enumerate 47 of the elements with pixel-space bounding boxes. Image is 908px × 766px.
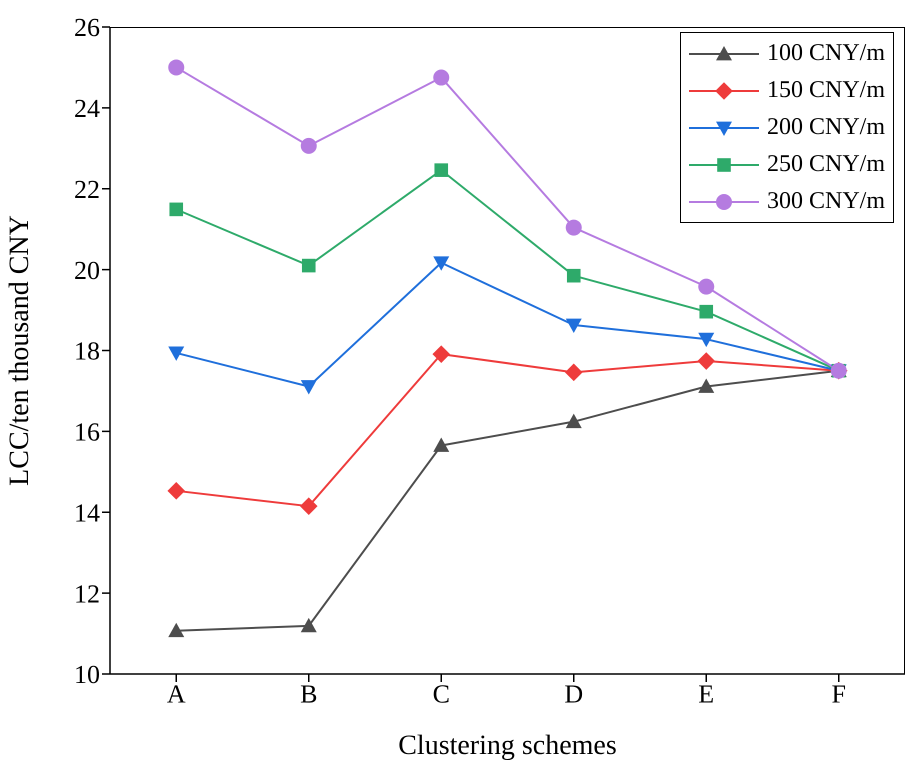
point	[566, 318, 582, 334]
y-tick-label: 10	[74, 660, 100, 690]
point	[564, 364, 583, 382]
point	[697, 352, 716, 370]
point	[434, 163, 448, 177]
y-tick-label: 20	[74, 256, 100, 285]
point	[300, 138, 317, 154]
point	[699, 304, 714, 318]
y-tick-label: 16	[74, 418, 100, 447]
point	[566, 414, 582, 428]
point	[300, 497, 318, 515]
point	[698, 332, 714, 348]
y-tick-label: 18	[74, 336, 100, 366]
x-tick-label: A	[166, 679, 186, 708]
y-tick-label: 26	[74, 13, 100, 42]
point	[300, 380, 317, 394]
y-tick-label: 24	[74, 94, 100, 124]
y-tick-label: 12	[74, 579, 100, 608]
x-tick-label: E	[698, 679, 714, 708]
legend-label: 250 CNY/m	[766, 151, 885, 178]
x-axis-title: Clustering schemes	[398, 730, 617, 761]
x-tick-label: B	[300, 679, 318, 708]
legend-label: 200 CNY/m	[766, 114, 885, 141]
point	[168, 59, 184, 76]
point	[302, 258, 316, 272]
legend-label: 100 CNY/m	[766, 40, 885, 67]
x-tick-label: C	[432, 679, 450, 708]
point	[433, 438, 450, 452]
point	[167, 482, 186, 500]
y-tick-label: 14	[74, 498, 100, 528]
x-tick-label: F	[832, 679, 846, 708]
legend-label: 150 CNY/m	[766, 77, 885, 104]
y-tick-label: 22	[74, 174, 100, 204]
point	[698, 278, 714, 295]
point	[168, 622, 184, 638]
point	[300, 618, 317, 632]
point	[168, 346, 184, 361]
point	[433, 70, 450, 86]
x-tick-label: D	[564, 679, 584, 708]
point	[566, 268, 581, 282]
legend-label: 300 CNY/m	[766, 188, 885, 215]
point	[566, 220, 582, 236]
point	[433, 256, 450, 271]
point	[169, 202, 184, 216]
y-axis-title: LCC/ten thousand CNY	[4, 215, 35, 486]
point	[698, 378, 714, 393]
point	[432, 345, 450, 363]
